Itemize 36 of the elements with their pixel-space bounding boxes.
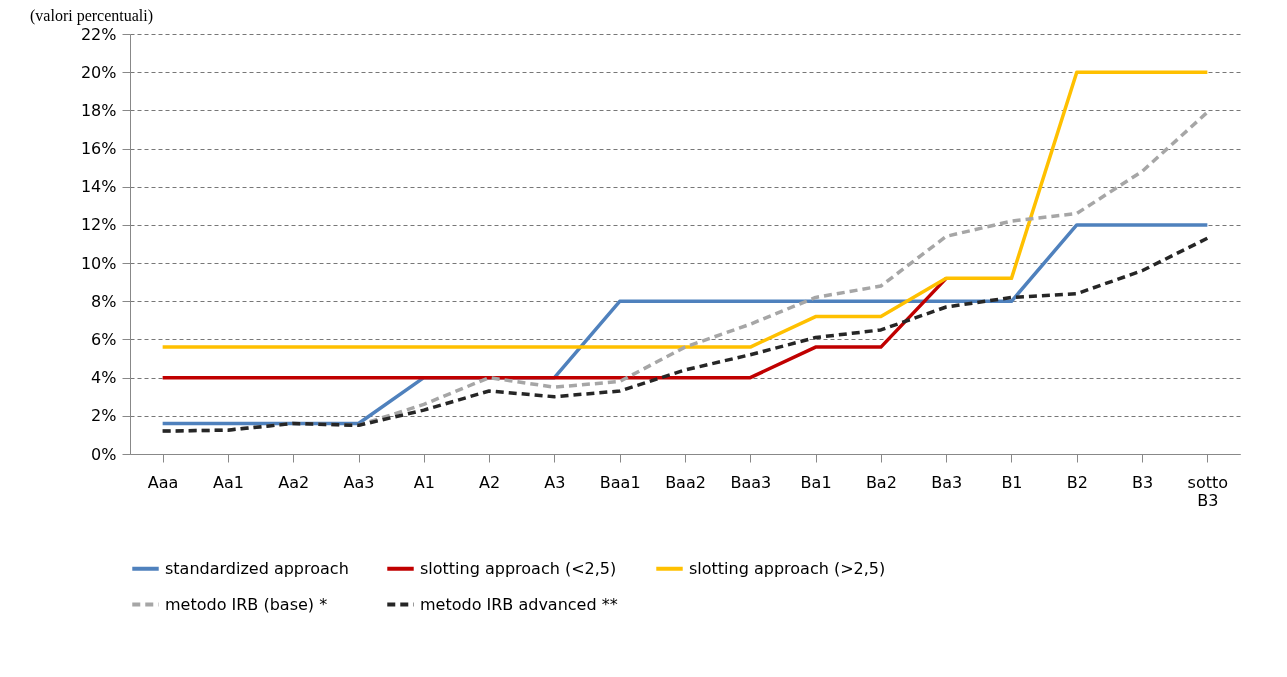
x-tick-label: Aa3 bbox=[343, 472, 375, 492]
x-tick-label: B2 bbox=[1066, 472, 1088, 492]
y-tick-label: 4% bbox=[91, 368, 117, 388]
y-tick-label: 18% bbox=[80, 100, 117, 120]
y-tick-label: 12% bbox=[80, 215, 117, 235]
legend-label: slotting approach (>2,5) bbox=[689, 558, 886, 578]
x-tick-label: Ba1 bbox=[800, 472, 832, 492]
x-tick-label: B1 bbox=[1001, 472, 1023, 492]
x-tick-label: Baa2 bbox=[665, 472, 706, 492]
y-tick-label: 14% bbox=[80, 177, 117, 197]
legend-label: metodo IRB (base) * bbox=[165, 594, 328, 614]
x-tick-label: Aaa bbox=[147, 472, 179, 492]
x-tick-label: A1 bbox=[413, 472, 435, 492]
legend-label: slotting approach (<2,5) bbox=[420, 558, 617, 578]
y-tick-label: 2% bbox=[91, 406, 117, 426]
y-tick-label: 8% bbox=[91, 291, 117, 311]
x-tick-label: Aa2 bbox=[278, 472, 310, 492]
y-tick-label: 0% bbox=[91, 444, 117, 464]
x-tick-label: Ba2 bbox=[865, 472, 897, 492]
chart-title: (valori percentuali) bbox=[30, 7, 154, 25]
x-tick-label: Baa1 bbox=[599, 472, 641, 492]
line-series bbox=[160, 70, 1210, 349]
x-tick-label: B3 bbox=[1131, 472, 1154, 492]
x-tick-label: sotto B3 bbox=[1187, 472, 1229, 510]
x-tick-label: Aa1 bbox=[212, 472, 244, 492]
y-tick-label: 10% bbox=[80, 253, 117, 273]
y-tick-label: 22% bbox=[80, 24, 117, 44]
legend-label: metodo IRB advanced ** bbox=[420, 594, 618, 614]
y-tick-label: 6% bbox=[91, 329, 117, 349]
legend-label: standardized approach bbox=[165, 558, 349, 578]
y-tick-label: 20% bbox=[80, 62, 117, 82]
x-tick-label: Ba3 bbox=[931, 472, 963, 492]
y-tick-label: 16% bbox=[80, 139, 117, 159]
x-tick-label: Baa3 bbox=[730, 472, 772, 492]
x-tick-label: A2 bbox=[479, 472, 501, 492]
x-tick-label: A3 bbox=[544, 472, 566, 492]
